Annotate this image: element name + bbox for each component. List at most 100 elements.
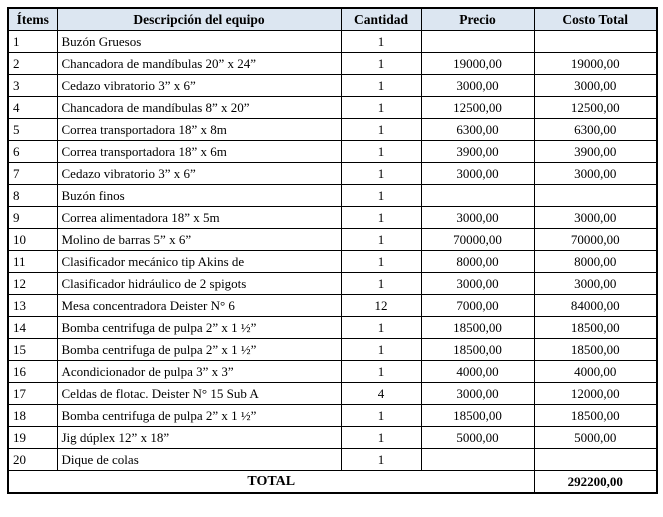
cell-costo_total: 70000,00: [533, 228, 658, 251]
cell-item: 16: [7, 360, 58, 383]
cell-cantidad: 1: [340, 316, 422, 339]
cell-costo_total: 3000,00: [533, 162, 658, 185]
cell-costo_total: 3900,00: [533, 140, 658, 163]
table-row: 6 Correa transportadora 18” x 6m 1 3900,00 3…: [7, 140, 658, 163]
cell-descripcion: Cedazo vibratorio 3” x 6”: [56, 162, 342, 185]
cell-costo_total: [533, 448, 658, 471]
cell-precio: 3000,00: [420, 272, 535, 295]
cell-item: 1: [7, 30, 58, 53]
header-precio: Precio: [420, 7, 535, 31]
table-row: 1 Buzón Gruesos 1: [7, 30, 658, 53]
cell-precio: 7000,00: [420, 294, 535, 317]
cell-descripcion: Clasificador hidráulico de 2 spigots: [56, 272, 342, 295]
cell-descripcion: Jig dúplex 12” x 18”: [56, 426, 342, 449]
cell-costo_total: [533, 184, 658, 207]
cell-costo_total: 4000,00: [533, 360, 658, 383]
table-row: 20 Dique de colas 1: [7, 448, 658, 471]
cell-cantidad: 1: [340, 74, 422, 97]
table-row: 12 Clasificador hidráulico de 2 spigots 1 3…: [7, 272, 658, 295]
cell-item: 19: [7, 426, 58, 449]
cell-cantidad: 1: [340, 118, 422, 141]
cell-precio: 18500,00: [420, 404, 535, 427]
cell-precio: 3000,00: [420, 74, 535, 97]
equipment-cost-table: Ítems Descripción del equipo Cantidad Pr…: [7, 7, 658, 494]
cell-item: 4: [7, 96, 58, 119]
cell-precio: 18500,00: [420, 338, 535, 361]
cell-costo_total: 3000,00: [533, 206, 658, 229]
header-row: Ítems Descripción del equipo Cantidad Pr…: [7, 7, 658, 31]
cell-cantidad: 1: [340, 140, 422, 163]
cell-costo_total: [533, 30, 658, 53]
cell-descripcion: Bomba centrifuga de pulpa 2” x 1 ½”: [56, 316, 342, 339]
cell-item: 13: [7, 294, 58, 317]
cell-precio: [420, 184, 535, 207]
cell-precio: 19000,00: [420, 52, 535, 75]
cell-cantidad: 4: [340, 382, 422, 405]
cell-cantidad: 1: [340, 52, 422, 75]
cell-item: 17: [7, 382, 58, 405]
table-row: 13 Mesa concentradora Deister N° 6 12 7000,…: [7, 294, 658, 317]
table-row: 16 Acondicionador de pulpa 3” x 3” 1 4000,0…: [7, 360, 658, 383]
cell-cantidad: 1: [340, 96, 422, 119]
cell-item: 10: [7, 228, 58, 251]
cell-item: 18: [7, 404, 58, 427]
cell-precio: 3000,00: [420, 162, 535, 185]
cell-item: 2: [7, 52, 58, 75]
cell-precio: 3900,00: [420, 140, 535, 163]
cell-item: 12: [7, 272, 58, 295]
cell-costo_total: 3000,00: [533, 272, 658, 295]
cell-item: 5: [7, 118, 58, 141]
table-row: 18 Bomba centrifuga de pulpa 2” x 1 ½” 1 18…: [7, 404, 658, 427]
cell-cantidad: 1: [340, 206, 422, 229]
cell-costo_total: 18500,00: [533, 316, 658, 339]
cell-descripcion: Correa transportadora 18” x 6m: [56, 140, 342, 163]
table-row: 2 Chancadora de mandíbulas 20” x 24” 1 1900…: [7, 52, 658, 75]
table-row: 8 Buzón finos 1: [7, 184, 658, 207]
header-cantidad: Cantidad: [340, 7, 422, 31]
cell-cantidad: 1: [340, 272, 422, 295]
cell-cantidad: 12: [340, 294, 422, 317]
cell-cantidad: 1: [340, 404, 422, 427]
total-label: TOTAL: [7, 470, 535, 494]
table-body: 1 Buzón Gruesos 1 2 Chancadora de mandíbulas…: [7, 30, 658, 471]
cell-item: 15: [7, 338, 58, 361]
cell-descripcion: Correa transportadora 18” x 8m: [56, 118, 342, 141]
cell-descripcion: Buzón finos: [56, 184, 342, 207]
cell-precio: 6300,00: [420, 118, 535, 141]
cell-descripcion: Chancadora de mandíbulas 8” x 20”: [56, 96, 342, 119]
table-row: 11 Clasificador mecánico tip Akins de 1 800…: [7, 250, 658, 273]
cell-descripcion: Celdas de flotac. Deister N° 15 Sub A: [56, 382, 342, 405]
table-row: 5 Correa transportadora 18” x 8m 1 6300,00 6…: [7, 118, 658, 141]
cell-costo_total: 12500,00: [533, 96, 658, 119]
cell-descripcion: Bomba centrifuga de pulpa 2” x 1 ½”: [56, 338, 342, 361]
cell-precio: 18500,00: [420, 316, 535, 339]
cell-cantidad: 1: [340, 228, 422, 251]
cell-cantidad: 1: [340, 250, 422, 273]
cell-cantidad: 1: [340, 360, 422, 383]
cell-descripcion: Acondicionador de pulpa 3” x 3”: [56, 360, 342, 383]
cell-precio: 5000,00: [420, 426, 535, 449]
cell-item: 9: [7, 206, 58, 229]
cell-cantidad: 1: [340, 162, 422, 185]
cell-costo_total: 5000,00: [533, 426, 658, 449]
cell-cantidad: 1: [340, 30, 422, 53]
cell-precio: [420, 30, 535, 53]
table-footer: TOTAL 292200,00: [7, 470, 658, 494]
cell-precio: 8000,00: [420, 250, 535, 273]
total-value: 292200,00: [533, 470, 658, 494]
cell-descripcion: Bomba centrifuga de pulpa 2” x 1 ½”: [56, 404, 342, 427]
cell-descripcion: Correa alimentadora 18” x 5m: [56, 206, 342, 229]
cell-cantidad: 1: [340, 426, 422, 449]
cell-descripcion: Cedazo vibratorio 3” x 6”: [56, 74, 342, 97]
cell-descripcion: Clasificador mecánico tip Akins de: [56, 250, 342, 273]
cell-descripcion: Molino de barras 5” x 6”: [56, 228, 342, 251]
cell-costo_total: 19000,00: [533, 52, 658, 75]
cell-item: 3: [7, 74, 58, 97]
cell-cantidad: 1: [340, 338, 422, 361]
cell-precio: 3000,00: [420, 206, 535, 229]
cell-item: 20: [7, 448, 58, 471]
cell-item: 11: [7, 250, 58, 273]
total-row: TOTAL 292200,00: [7, 470, 658, 494]
table-row: 4 Chancadora de mandíbulas 8” x 20” 1 12500…: [7, 96, 658, 119]
